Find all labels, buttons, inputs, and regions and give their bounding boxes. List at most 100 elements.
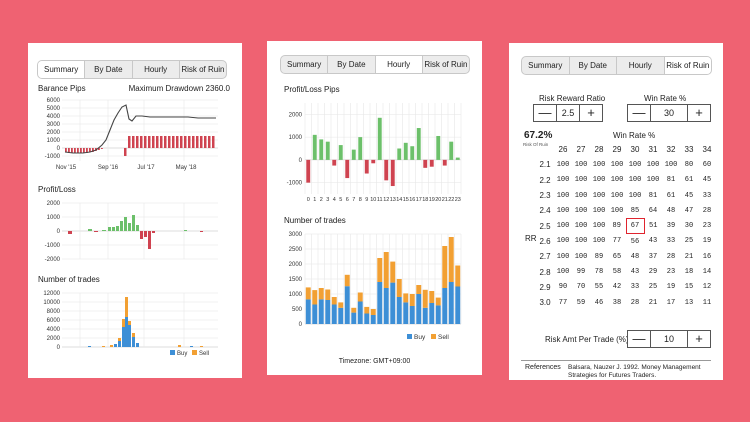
ruin-cell[interactable]: 25 <box>684 237 694 246</box>
ruin-cell[interactable]: 100 <box>556 268 570 277</box>
ruin-cell[interactable]: 90 <box>558 283 568 292</box>
ruin-cell[interactable]: 70 <box>576 283 586 292</box>
ruin-cell[interactable]: 33 <box>630 283 640 292</box>
ruin-cell[interactable]: 100 <box>556 176 570 185</box>
ruin-cell[interactable]: 42 <box>612 283 622 292</box>
ruin-cell[interactable]: 99 <box>576 268 586 277</box>
ruin-cell[interactable]: 23 <box>666 268 676 277</box>
winrate-decrement-button[interactable]: — <box>632 105 646 120</box>
ruin-cell[interactable]: 28 <box>630 298 640 307</box>
ruin-cell[interactable]: 25 <box>648 283 658 292</box>
winrate-value[interactable]: 30 <box>650 105 688 121</box>
tab-hourly[interactable]: Hourly <box>374 56 422 73</box>
ruin-cell[interactable]: 33 <box>702 191 712 200</box>
ruin-cell[interactable]: 64 <box>648 206 658 215</box>
ruin-cell[interactable]: 59 <box>576 298 586 307</box>
ruin-cell[interactable]: 100 <box>592 237 606 246</box>
ruin-cell[interactable]: 89 <box>594 252 604 261</box>
ruin-cell[interactable]: 21 <box>684 252 694 261</box>
tab-risk-of-ruin[interactable]: Risk of Ruin <box>663 57 711 74</box>
ruin-cell[interactable]: 15 <box>684 283 694 292</box>
rr-increment-button[interactable]: + <box>587 105 595 120</box>
ruin-cell[interactable]: 29 <box>648 268 658 277</box>
tab-by-date[interactable]: By Date <box>327 56 374 73</box>
ruin-cell[interactable]: 100 <box>646 160 660 169</box>
ruin-cell[interactable]: 100 <box>610 191 624 200</box>
tab-risk-of-ruin[interactable]: Risk of Ruin <box>178 61 226 78</box>
ruin-cell[interactable]: 21 <box>648 298 658 307</box>
ruin-cell[interactable]: 78 <box>594 268 604 277</box>
ruin-cell[interactable]: 100 <box>592 222 606 231</box>
ruin-cell[interactable]: 100 <box>592 160 606 169</box>
ruin-cell[interactable]: 45 <box>684 191 694 200</box>
ruin-cell[interactable]: 65 <box>612 252 622 261</box>
ruin-cell[interactable]: 38 <box>612 298 622 307</box>
tab-summary[interactable]: Summary <box>287 60 322 69</box>
ruin-cell[interactable]: 60 <box>702 160 712 169</box>
risk-amt-increment-button[interactable]: + <box>695 331 703 346</box>
winrate-increment-button[interactable]: + <box>695 105 703 120</box>
ruin-cell[interactable]: 16 <box>702 252 712 261</box>
ruin-cell[interactable]: 43 <box>630 268 640 277</box>
tab-risk-of-ruin[interactable]: Risk of Ruin <box>421 56 469 73</box>
ruin-cell[interactable]: 100 <box>556 252 570 261</box>
rr-decrement-button[interactable]: — <box>538 105 552 120</box>
ruin-cell[interactable]: 100 <box>574 160 588 169</box>
ruin-cell[interactable]: 18 <box>684 268 694 277</box>
ruin-cell[interactable]: 58 <box>612 268 622 277</box>
ruin-cell[interactable]: 46 <box>594 298 604 307</box>
ruin-cell[interactable]: 81 <box>648 191 658 200</box>
ruin-cell[interactable]: 51 <box>649 222 658 231</box>
ruin-cell[interactable]: 28 <box>666 252 676 261</box>
tab-summary[interactable]: Summary <box>38 61 85 78</box>
ruin-cell[interactable]: 61 <box>666 191 676 200</box>
ruin-cell[interactable]: 100 <box>646 176 660 185</box>
ruin-cell[interactable]: 89 <box>612 222 621 231</box>
ruin-cell[interactable]: 23 <box>702 222 712 231</box>
ruin-cell[interactable]: 56 <box>630 237 640 246</box>
ruin-cell[interactable]: 100 <box>592 206 606 215</box>
ruin-cell[interactable]: 61 <box>684 176 694 185</box>
ruin-cell[interactable]: 100 <box>574 191 588 200</box>
ruin-cell[interactable]: 100 <box>556 206 570 215</box>
ruin-cell[interactable]: 81 <box>666 176 676 185</box>
risk-amt-decrement-button[interactable]: — <box>632 331 646 346</box>
ruin-cell[interactable]: 100 <box>574 252 588 261</box>
ruin-cell[interactable]: 100 <box>556 237 570 246</box>
ruin-cell[interactable]: 100 <box>556 222 570 231</box>
ruin-cell[interactable]: 30 <box>684 222 694 231</box>
ruin-cell[interactable]: 100 <box>610 206 624 215</box>
ruin-cell[interactable]: 48 <box>630 252 640 261</box>
ruin-cell[interactable]: 43 <box>648 237 658 246</box>
ruin-cell[interactable]: 28 <box>702 206 712 215</box>
ruin-cell[interactable]: 100 <box>628 176 642 185</box>
ruin-cell[interactable]: 77 <box>558 298 568 307</box>
ruin-cell[interactable]: 11 <box>702 298 712 307</box>
risk-amt-value[interactable]: 10 <box>650 331 688 347</box>
ruin-cell[interactable]: 13 <box>684 298 694 307</box>
ruin-cell[interactable]: 100 <box>628 160 642 169</box>
tab-summary[interactable]: Summary <box>528 61 563 70</box>
ruin-cell[interactable]: 45 <box>702 176 712 185</box>
ruin-cell[interactable]: 100 <box>556 191 570 200</box>
ruin-cell[interactable]: 19 <box>702 237 712 246</box>
ruin-cell[interactable]: 19 <box>666 283 676 292</box>
ruin-cell[interactable]: 100 <box>574 206 588 215</box>
ruin-cell[interactable]: 39 <box>666 222 676 231</box>
ruin-cell[interactable]: 100 <box>556 160 570 169</box>
ruin-cell[interactable]: 100 <box>664 160 678 169</box>
ruin-cell[interactable]: 85 <box>630 206 640 215</box>
ruin-cell[interactable]: 14 <box>702 268 712 277</box>
tab-by-date[interactable]: By Date <box>84 61 131 78</box>
ruin-cell[interactable]: 12 <box>702 283 712 292</box>
ruin-cell[interactable]: 55 <box>594 283 604 292</box>
ruin-cell[interactable]: 100 <box>610 160 624 169</box>
tab-hourly[interactable]: Hourly <box>131 61 179 78</box>
ruin-cell[interactable]: 48 <box>666 206 676 215</box>
ruin-cell[interactable]: 47 <box>684 206 694 215</box>
ruin-cell[interactable]: 77 <box>612 237 622 246</box>
ruin-cell[interactable]: 100 <box>610 176 624 185</box>
tab-hourly[interactable]: Hourly <box>616 57 664 74</box>
ruin-cell[interactable]: 17 <box>666 298 676 307</box>
tab-by-date[interactable]: By Date <box>568 57 617 74</box>
